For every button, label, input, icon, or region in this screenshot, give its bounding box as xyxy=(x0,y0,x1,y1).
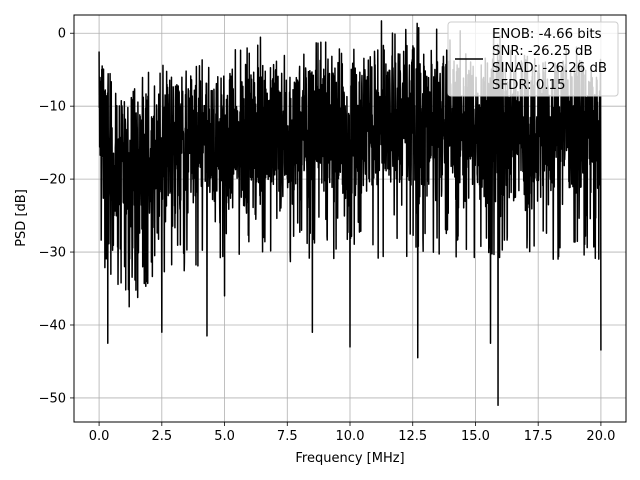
x-axis-ticks: 0.0 2.5 5.0 7.5 10.0 12.5 15.0 17.5 20.0 xyxy=(89,422,615,444)
legend-line-enob: ENOB: -4.66 bits xyxy=(492,27,602,42)
x-tick-label: 7.5 xyxy=(277,429,298,444)
x-tick-label: 5.0 xyxy=(214,429,235,444)
x-tick-label: 2.5 xyxy=(151,429,172,444)
x-tick-label: 20.0 xyxy=(586,429,615,444)
y-tick-label: −40 xyxy=(39,318,66,333)
x-tick-label: 12.5 xyxy=(398,429,427,444)
y-axis-ticks: 0 −10 −20 −30 −40 −50 xyxy=(39,27,74,406)
x-tick-label: 10.0 xyxy=(336,429,365,444)
plot-region xyxy=(98,20,602,406)
x-axis-label: Frequency [MHz] xyxy=(295,451,404,466)
y-tick-label: −50 xyxy=(39,391,66,406)
legend-line-sfdr: SFDR: 0.15 xyxy=(492,78,565,93)
legend-line-sinad: SINAD: -26.26 dB xyxy=(492,61,607,76)
legend-box xyxy=(447,21,619,97)
y-axis-label: PSD [dB] xyxy=(14,189,29,247)
legend-line-snr: SNR: -26.25 dB xyxy=(492,44,593,59)
y-tick-label: −10 xyxy=(39,100,66,115)
y-tick-label: −20 xyxy=(39,173,66,188)
x-tick-label: 0.0 xyxy=(89,429,110,444)
x-tick-label: 17.5 xyxy=(524,429,553,444)
y-tick-label: 0 xyxy=(58,27,66,42)
legend: ENOB: -4.66 bits SNR: -26.25 dB SINAD: -… xyxy=(447,21,619,97)
y-tick-label: −30 xyxy=(39,246,66,261)
psd-series-line xyxy=(98,20,602,406)
x-tick-label: 15.0 xyxy=(461,429,490,444)
